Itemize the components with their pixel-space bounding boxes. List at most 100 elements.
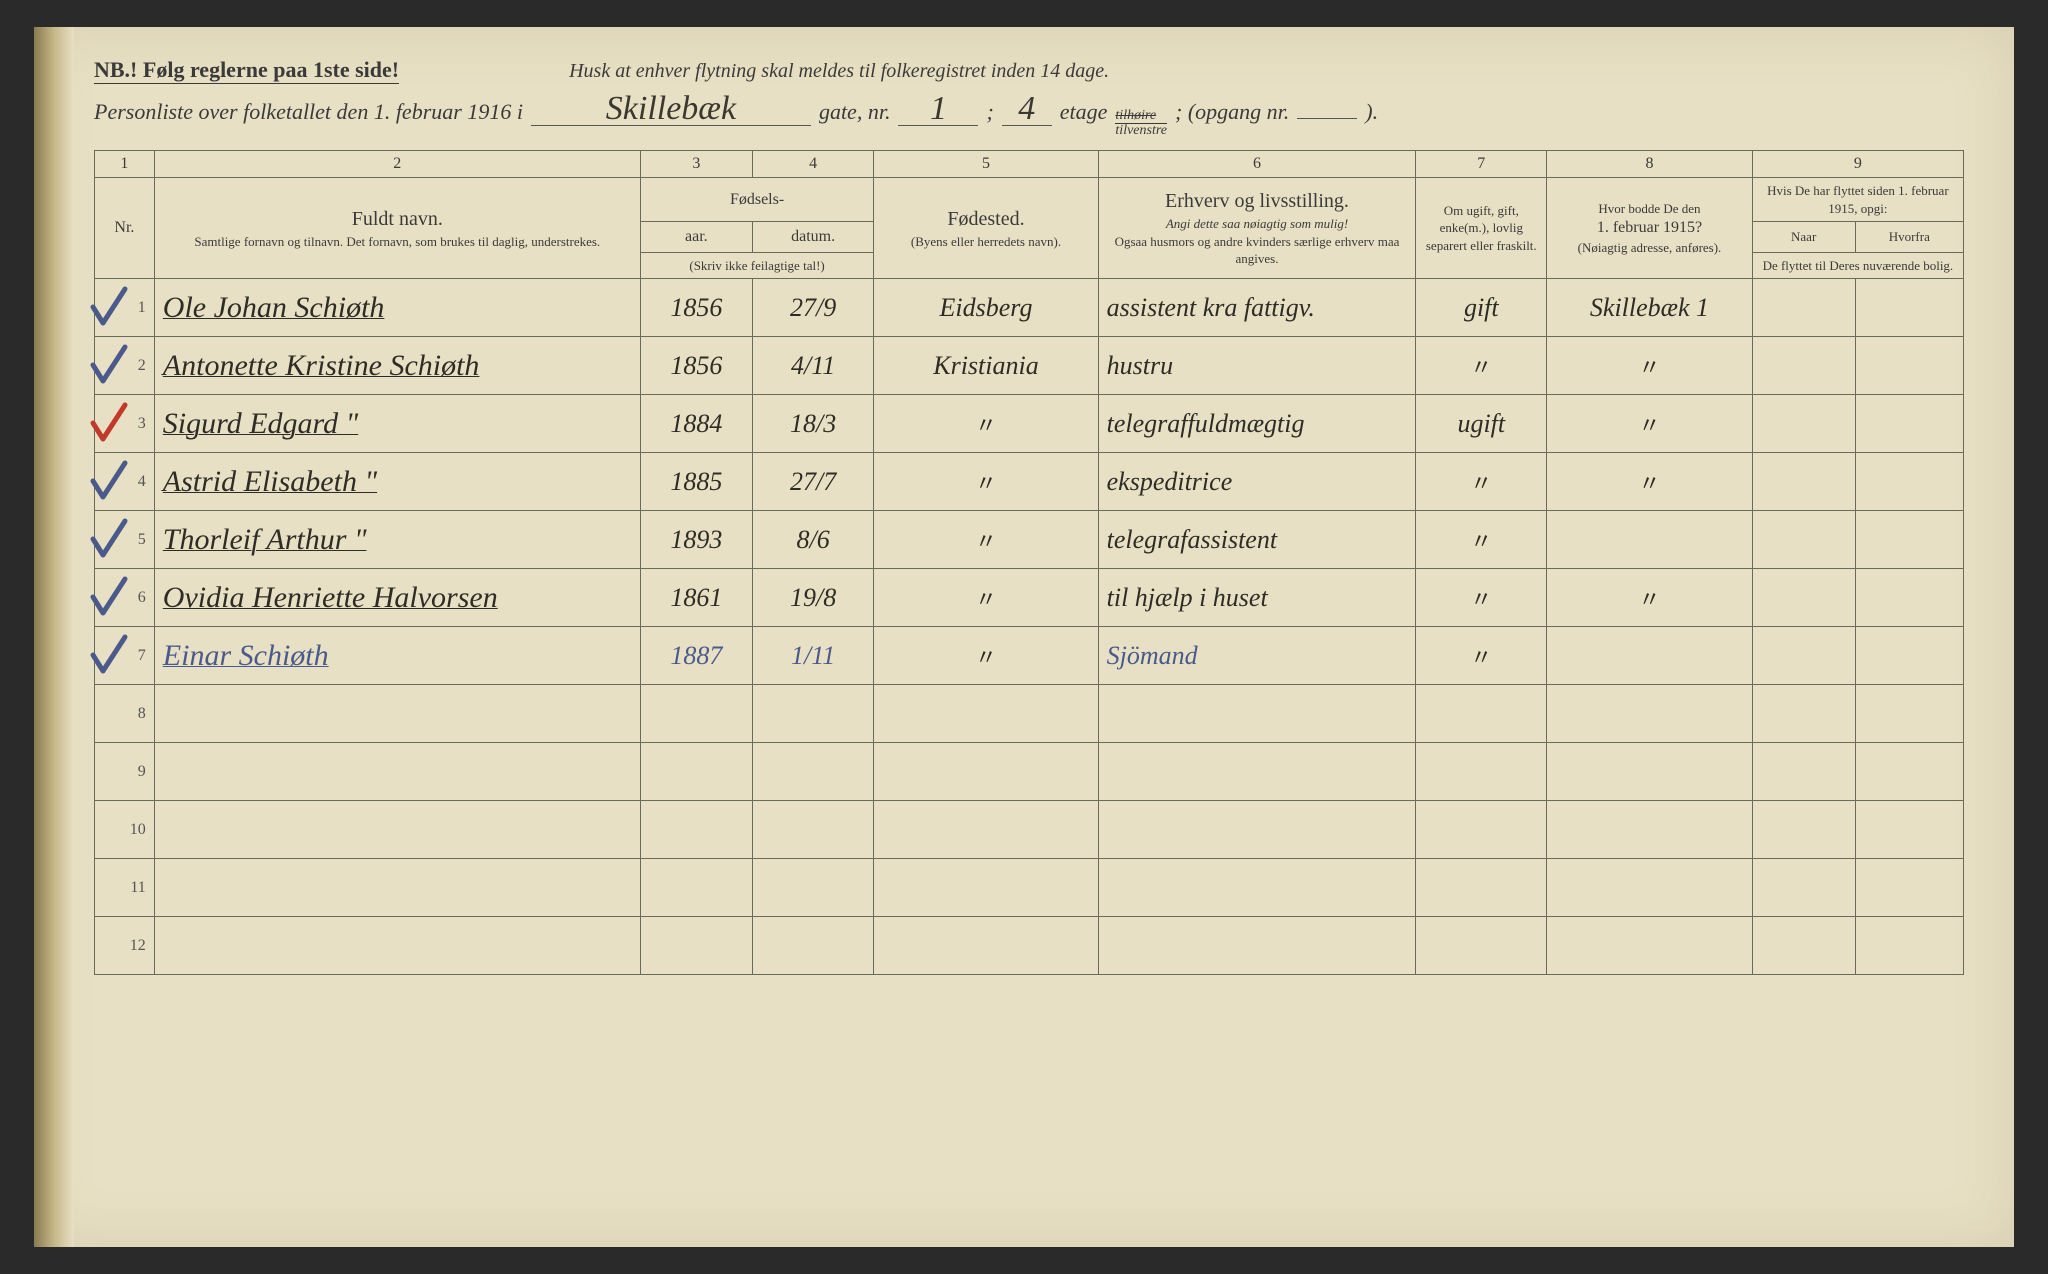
cell-status: ugift (1416, 395, 1547, 453)
check-mark-icon (89, 459, 129, 503)
cell-place (874, 917, 1098, 975)
cell-place: 〃 (874, 511, 1098, 569)
gate-number-field: 1 (898, 94, 978, 126)
cell-name (154, 743, 640, 801)
tilvenstre: tilvenstre (1115, 123, 1167, 138)
cell-place: 〃 (874, 395, 1098, 453)
cell-occupation: telegrafassistent (1098, 511, 1416, 569)
table-row: 7Einar Schiøth18871/11〃Sjömand〃 (95, 627, 1964, 685)
etage-number-field: 4 (1002, 94, 1052, 126)
col-flyttet-sub: De flyttet til Deres nuværende bolig. (1752, 252, 1963, 279)
cell-place (874, 801, 1098, 859)
cell-addr1915 (1547, 685, 1753, 743)
row-number: 9 (95, 743, 155, 801)
cell-year (640, 917, 752, 975)
cell-occupation (1098, 859, 1416, 917)
col-skriv-ikke: (Skriv ikke feilagtige tal!) (640, 252, 874, 279)
table-row: 2Antonette Kristine Schiøth18564/11Krist… (95, 337, 1964, 395)
cell-addr1915 (1547, 627, 1753, 685)
cell-addr1915 (1547, 859, 1753, 917)
cell-name: Ole Johan Schiøth (154, 279, 640, 337)
cell-naar (1752, 627, 1855, 685)
row-number: 10 (95, 801, 155, 859)
cell-date: 18/3 (752, 395, 873, 453)
cell-place: 〃 (874, 453, 1098, 511)
cell-place: Eidsberg (874, 279, 1098, 337)
cell-occupation: Sjömand (1098, 627, 1416, 685)
cell-occupation (1098, 917, 1416, 975)
cell-status: 〃 (1416, 337, 1547, 395)
cell-date: 27/9 (752, 279, 873, 337)
row-number: 5 (95, 511, 155, 569)
cell-status (1416, 685, 1547, 743)
cell-status (1416, 743, 1547, 801)
nb-warning: NB.! Følg reglerne paa 1ste side! (94, 57, 399, 84)
cell-name (154, 917, 640, 975)
cell-naar (1752, 801, 1855, 859)
col-addr1915: Hvor bodde De den 1. februar 1915? (Nøia… (1547, 178, 1753, 279)
table-row: 5Thorleif Arthur "18938/6〃telegrafassist… (95, 511, 1964, 569)
cell-year: 1885 (640, 453, 752, 511)
cell-status: 〃 (1416, 511, 1547, 569)
col-fodsels: Fødsels- (640, 178, 874, 222)
table-row: 3Sigurd Edgard "188418/3〃telegraffuldmæg… (95, 395, 1964, 453)
check-mark-icon (89, 285, 129, 329)
cell-naar (1752, 279, 1855, 337)
col-addr-date: 1. februar 1915? (1553, 217, 1746, 239)
cell-name (154, 801, 640, 859)
col-erhverv: Erhverv og livsstilling. Angi dette saa … (1098, 178, 1416, 279)
col-fodested-title: Fødested. (880, 206, 1091, 233)
col-fodested: Fødested. (Byens eller herredets navn). (874, 178, 1098, 279)
cell-date: 1/11 (752, 627, 873, 685)
col-flyttet-title: Hvis De har flyttet siden 1. februar 191… (1752, 178, 1963, 222)
table-row: 11 (95, 859, 1964, 917)
check-mark-icon (89, 517, 129, 561)
cell-date: 19/8 (752, 569, 873, 627)
cell-occupation (1098, 743, 1416, 801)
cell-occupation: telegraffuldmægtig (1098, 395, 1416, 453)
cell-status (1416, 801, 1547, 859)
cell-name: Antonette Kristine Schiøth (154, 337, 640, 395)
col-addr-pre: Hvor bodde De den (1553, 200, 1746, 218)
binding-edge (34, 27, 74, 1247)
gate-label: gate, nr. (819, 99, 891, 125)
cell-naar (1752, 395, 1855, 453)
cell-hvorfra (1855, 511, 1963, 569)
cell-hvorfra (1855, 743, 1963, 801)
check-mark-icon (89, 343, 129, 387)
cell-naar (1752, 453, 1855, 511)
cell-hvorfra (1855, 337, 1963, 395)
cell-naar (1752, 917, 1855, 975)
col-name-sub: Samtlige fornavn og tilnavn. Det fornavn… (161, 233, 634, 251)
census-table: 1 2 3 4 5 6 7 8 9 Nr. Fuldt navn. Samtli… (94, 150, 1964, 975)
row-number: 11 (95, 859, 155, 917)
col-aar: aar. (640, 222, 752, 253)
cell-name: Sigurd Edgard " (154, 395, 640, 453)
cell-addr1915 (1547, 511, 1753, 569)
opgang-label: ; (opgang nr. (1175, 99, 1289, 125)
col-name: Fuldt navn. Samtlige fornavn og tilnavn.… (154, 178, 640, 279)
table-header: 1 2 3 4 5 6 7 8 9 Nr. Fuldt navn. Samtli… (95, 151, 1964, 279)
cell-occupation: assistent kra fattigv. (1098, 279, 1416, 337)
cell-addr1915 (1547, 801, 1753, 859)
street-name-field: Skillebæk (531, 94, 811, 126)
column-title-row: Nr. Fuldt navn. Samtlige fornavn og tiln… (95, 178, 1964, 222)
cell-hvorfra (1855, 917, 1963, 975)
cell-year: 1884 (640, 395, 752, 453)
cell-date: 4/11 (752, 337, 873, 395)
cell-year: 1893 (640, 511, 752, 569)
cell-year (640, 685, 752, 743)
colnum-6: 6 (1098, 151, 1416, 178)
cell-name: Einar Schiøth (154, 627, 640, 685)
col-status: Om ugift, gift, enke(m.), lovlig separer… (1416, 178, 1547, 279)
table-row: 1Ole Johan Schiøth185627/9Eidsbergassist… (95, 279, 1964, 337)
cell-date (752, 801, 873, 859)
col-erhverv-sub1: Angi dette saa nøiagtig som mulig! (1105, 215, 1410, 233)
cell-status: 〃 (1416, 453, 1547, 511)
col-naar: Naar (1752, 222, 1855, 253)
cell-hvorfra (1855, 569, 1963, 627)
close-paren: ). (1365, 99, 1378, 125)
row-number: 4 (95, 453, 155, 511)
row-number: 7 (95, 627, 155, 685)
etage-label: etage (1060, 99, 1108, 125)
